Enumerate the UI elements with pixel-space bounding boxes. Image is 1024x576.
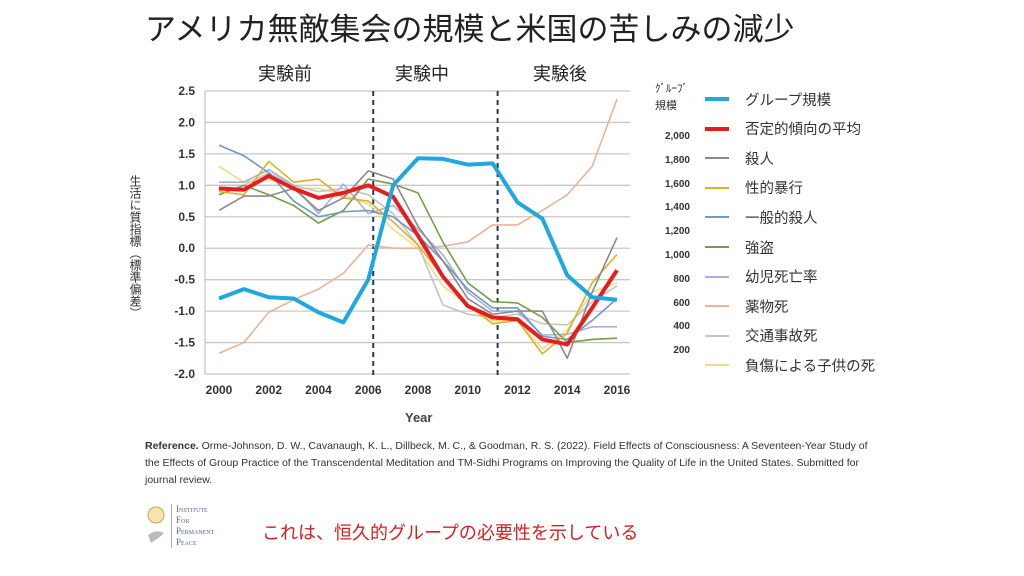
legend-label: グループ規模 (745, 92, 832, 109)
legend-swatch (705, 364, 729, 367)
logo-text: Peace (176, 537, 197, 547)
right-tick-label: 200 (673, 345, 690, 357)
logo-text: Permanent (176, 526, 215, 536)
series-line (218, 156, 618, 325)
logo-text: For (176, 515, 190, 525)
right-tick-label: 1,800 (664, 154, 690, 166)
reference-label: Reference. (145, 440, 199, 452)
legend-label: 交通事故死 (745, 329, 818, 346)
x-tick-label: 2004 (305, 383, 332, 397)
logo-text: Institute (176, 504, 208, 514)
legend-item: 一般的殺人 (705, 207, 818, 227)
series-line (218, 160, 618, 355)
legend-item: 否定的傾向の平均 (705, 119, 861, 139)
legend-label: 性的暴行 (745, 181, 803, 198)
series-line (218, 170, 618, 360)
legend-swatch (705, 186, 729, 189)
legend-label: 殺人 (745, 151, 774, 168)
legend-item: 薬物死 (705, 296, 789, 316)
logo: Institute For Permanent Peace (145, 503, 214, 549)
legend-item: 幼児死亡率 (705, 267, 818, 287)
x-tick-label: 2012 (504, 383, 531, 397)
legend-label: 否定的傾向の平均 (745, 122, 861, 139)
right-axis-label: ｸﾞﾙｰﾌﾞ 規模 (655, 80, 695, 114)
legend-item: グループ規模 (705, 89, 831, 109)
x-tick-label: 2016 (604, 383, 631, 397)
legend-swatch (705, 216, 729, 219)
right-tick-label: 2,000 (664, 131, 690, 142)
y-tick-label: -1.0 (174, 304, 195, 318)
legend-swatch (705, 157, 729, 160)
right-tick-label: 1,400 (664, 202, 690, 214)
period-label-during: 実験中 (395, 64, 449, 85)
legend-item: 殺人 (705, 148, 774, 168)
legend-item: 性的暴行 (705, 178, 803, 198)
x-tick-label: 2014 (554, 383, 581, 397)
y-axis-label: 生活に質指標（標準偏差） (128, 175, 142, 319)
series-line (219, 168, 617, 336)
x-tick-label: 2008 (405, 383, 432, 397)
right-tick-label: 1,000 (664, 250, 690, 261)
legend-label: 負傷による子供の死 (745, 358, 876, 375)
y-tick-label: 1.0 (178, 178, 195, 192)
legend-swatch (705, 97, 729, 101)
y-tick-label: -2.0 (174, 367, 195, 381)
period-label-after: 実験後 (533, 64, 587, 85)
legend-label: 薬物死 (745, 299, 789, 316)
x-tick-label: 2000 (206, 383, 233, 397)
legend-item: 強盗 (705, 237, 774, 257)
y-tick-label: -1.5 (174, 336, 195, 350)
legend-item: 交通事故死 (705, 326, 818, 346)
y-tick-label: 2.0 (178, 115, 195, 129)
right-axis-label-line: 規模 (655, 99, 677, 112)
y-tick-label: 1.5 (178, 147, 195, 161)
x-axis-label: Year (405, 410, 433, 425)
reference: Reference. Orme-Johnson, D. W., Cavanaug… (145, 438, 885, 489)
legend-label: 強盗 (745, 240, 774, 257)
right-tick-label: 800 (673, 273, 690, 285)
series-line (218, 98, 618, 354)
right-tick-label: 1,200 (664, 226, 690, 238)
reference-text: Orme-Johnson, D. W., Cavanaugh, K. L., D… (145, 440, 868, 486)
legend-swatch (705, 246, 729, 248)
right-tick-label: 1,600 (664, 178, 690, 190)
series-line (218, 173, 619, 347)
series-line (218, 144, 618, 341)
x-tick-label: 2002 (255, 383, 282, 397)
legend-item: 負傷による子供の死 (705, 355, 875, 375)
period-label-before: 実験前 (258, 64, 312, 85)
legend-swatch (705, 334, 729, 337)
y-tick-label: 2.5 (178, 84, 195, 98)
slide-title: アメリカ無敵集会の規模と米国の苦しみの減少 (145, 12, 795, 48)
x-tick-label: 2006 (355, 383, 382, 397)
right-axis-label-line: ｸﾞﾙｰﾌﾞ (655, 82, 688, 95)
y-tick-label: -0.5 (174, 273, 195, 287)
right-tick-label: 600 (673, 297, 690, 309)
dove-emblem-icon (147, 506, 165, 543)
x-tick-label: 2010 (454, 383, 481, 397)
legend-swatch (705, 275, 729, 278)
y-tick-label: 0.5 (178, 210, 195, 224)
legend-label: 一般的殺人 (745, 210, 818, 227)
legend-swatch (705, 305, 729, 308)
series-line (218, 178, 618, 344)
legend-swatch (705, 126, 729, 131)
y-tick-label: 0.0 (178, 241, 195, 255)
conclusion-text: これは、恒久的グループの必要性を示している (262, 523, 639, 544)
right-tick-label: 400 (673, 321, 690, 333)
legend-label: 幼児死亡率 (745, 270, 818, 287)
